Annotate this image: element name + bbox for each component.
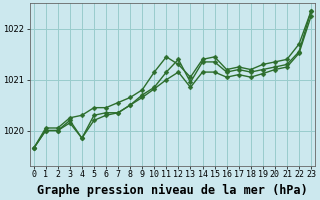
- X-axis label: Graphe pression niveau de la mer (hPa): Graphe pression niveau de la mer (hPa): [37, 183, 308, 197]
